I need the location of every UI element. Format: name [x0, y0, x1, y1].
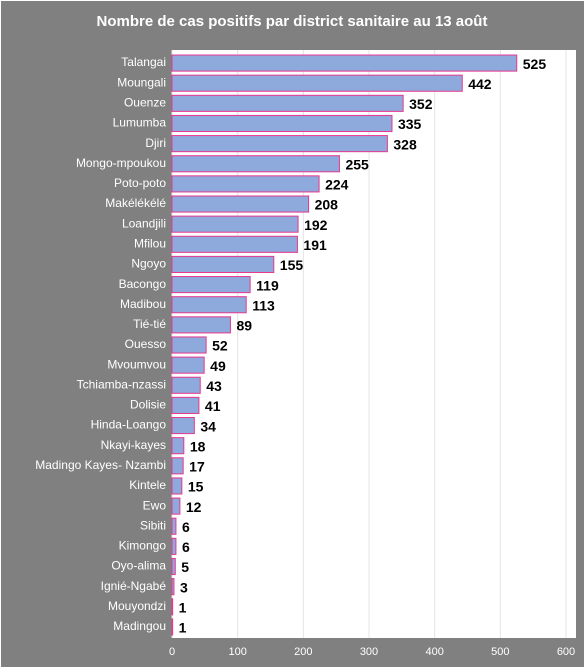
bar	[171, 457, 184, 475]
data-label: 49	[210, 358, 226, 374]
bar	[171, 316, 231, 334]
x-tick-label: 400	[425, 646, 443, 658]
x-tick-label: 100	[228, 646, 246, 658]
bar	[171, 114, 393, 133]
bar	[171, 155, 340, 173]
y-tick-label: Kimongo	[119, 539, 167, 553]
bar	[171, 135, 388, 153]
y-tick-label: Madibou	[120, 297, 166, 311]
y-tick-label: Lumumba	[113, 116, 167, 130]
x-tick-label: 200	[294, 646, 312, 658]
data-label: 191	[303, 237, 327, 253]
data-label: 525	[523, 56, 547, 72]
data-label: 352	[409, 96, 433, 112]
x-tick-label: 500	[491, 646, 509, 658]
bar	[171, 175, 320, 193]
data-label: 113	[252, 297, 275, 313]
data-label: 6	[182, 539, 190, 555]
data-label: 119	[256, 277, 279, 293]
bar	[171, 276, 251, 294]
bar	[171, 497, 181, 515]
y-tick-label: Bacongo	[119, 277, 167, 291]
data-label: 328	[393, 136, 417, 152]
y-tick-label: Tié-tié	[133, 317, 166, 331]
y-tick-label: Ignié-Ngabé	[101, 579, 167, 593]
bar	[171, 396, 200, 414]
bar	[171, 517, 177, 535]
data-label: 43	[206, 378, 222, 394]
bar	[171, 557, 176, 576]
data-label: 1	[179, 599, 187, 615]
data-label: 41	[205, 398, 221, 414]
bar	[171, 336, 207, 354]
bar	[171, 215, 299, 233]
data-label: 34	[200, 418, 216, 434]
data-label: 17	[189, 459, 205, 475]
data-label: 52	[212, 338, 228, 354]
y-tick-label: Hinda-Loango	[91, 418, 167, 432]
data-label: 155	[280, 257, 304, 273]
y-tick-label: Mvoumvou	[107, 357, 166, 371]
bar	[171, 477, 183, 495]
y-tick-label: Tchiamba-nzassi	[77, 377, 166, 391]
y-tick-label: Mouyondzi	[108, 599, 166, 613]
data-label: 442	[468, 76, 492, 92]
data-label: 335	[398, 116, 422, 132]
y-tick-label: Oyo-alima	[111, 559, 166, 573]
bar	[171, 74, 463, 92]
y-tick-label: Talangai	[121, 55, 166, 69]
bar	[171, 356, 205, 374]
y-tick-label: Loandjili	[122, 216, 166, 230]
bar	[171, 235, 298, 253]
y-tick-label: Ouenze	[124, 96, 166, 110]
data-label: 15	[188, 479, 204, 495]
y-tick-label: Ngoyo	[131, 257, 166, 271]
y-tick-label: Dolisie	[130, 398, 166, 412]
y-tick-label: Poto-poto	[114, 176, 166, 190]
x-tick-label: 0	[169, 646, 175, 658]
y-tick-label: Makélékélé	[105, 196, 166, 210]
data-label: 255	[345, 156, 369, 172]
bar	[171, 94, 404, 112]
bar	[171, 54, 518, 72]
data-label: 1	[179, 620, 187, 636]
y-tick-label: Mongo-mpoukou	[76, 156, 166, 170]
y-tick-label: Djiri	[145, 136, 166, 150]
bar	[171, 618, 174, 636]
y-tick-label: Nkayi-kayes	[101, 438, 166, 452]
x-tick-label: 600	[557, 646, 575, 658]
bar	[171, 195, 310, 213]
y-tick-label: Kintele	[129, 478, 166, 492]
data-label: 12	[186, 499, 202, 515]
bar	[171, 598, 174, 616]
bar	[171, 296, 247, 314]
bar	[171, 376, 201, 394]
bar	[171, 255, 275, 274]
bar	[171, 537, 177, 555]
x-tick-label: 300	[360, 646, 378, 658]
data-label: 18	[190, 438, 206, 454]
bar	[171, 437, 185, 455]
y-tick-label: Ewo	[143, 498, 167, 512]
data-label: 5	[181, 559, 189, 575]
bar	[171, 416, 195, 435]
chart-title: Nombre de cas positifs par district sani…	[97, 13, 488, 30]
data-label: 192	[304, 217, 328, 233]
y-tick-label: Sibiti	[140, 518, 166, 532]
y-tick-label: Madingo Kayes- Nzambi	[35, 458, 166, 472]
data-label: 89	[236, 318, 252, 334]
y-tick-label: Ouesso	[125, 337, 167, 351]
data-label: 224	[325, 177, 349, 193]
bar	[171, 578, 175, 596]
data-label: 6	[182, 519, 190, 535]
data-label: 3	[180, 579, 188, 595]
y-tick-label: Mfilou	[134, 236, 166, 250]
data-label: 208	[315, 197, 339, 213]
y-tick-label: Moungali	[117, 75, 166, 89]
y-tick-label: Madingou	[113, 619, 166, 633]
